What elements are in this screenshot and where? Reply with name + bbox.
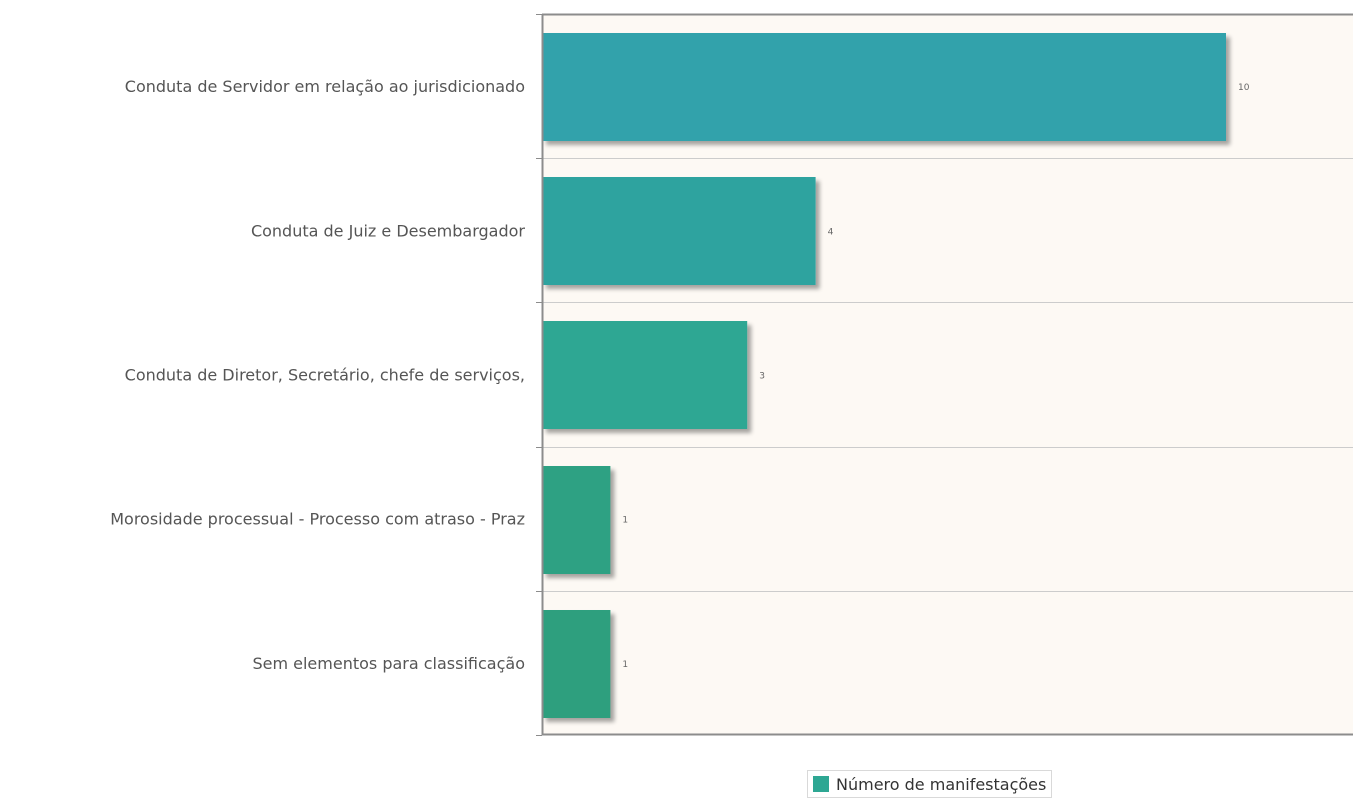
category-label: Conduta de Servidor em relação ao jurisd… — [125, 77, 525, 96]
bar — [542, 177, 816, 285]
data-label: 4 — [828, 227, 834, 237]
category-labels: Conduta de Servidor em relação ao jurisd… — [110, 77, 525, 673]
axes — [536, 13, 1353, 736]
category-label: Conduta de Juiz e Desembargador — [251, 221, 525, 240]
data-label: 1 — [622, 516, 628, 526]
bar — [542, 33, 1226, 141]
category-label: Morosidade processual - Processo com atr… — [110, 510, 525, 529]
grid-lines — [542, 158, 1353, 592]
legend-swatch — [813, 776, 829, 792]
category-label: Sem elementos para classificação — [252, 654, 525, 673]
data-labels: 10 4 3 1 1 — [622, 83, 1249, 670]
legend-label: Número de manifestações — [836, 774, 1047, 794]
category-label: Conduta de Diretor, Secretário, chefe de… — [125, 366, 525, 385]
bar — [542, 466, 611, 574]
data-label: 10 — [1238, 83, 1250, 93]
data-label: 1 — [622, 660, 628, 670]
bar — [542, 321, 748, 429]
data-label: 3 — [759, 372, 765, 382]
bars — [542, 33, 1226, 718]
legend: Número de manifestações — [807, 770, 1053, 798]
bar — [542, 610, 611, 718]
